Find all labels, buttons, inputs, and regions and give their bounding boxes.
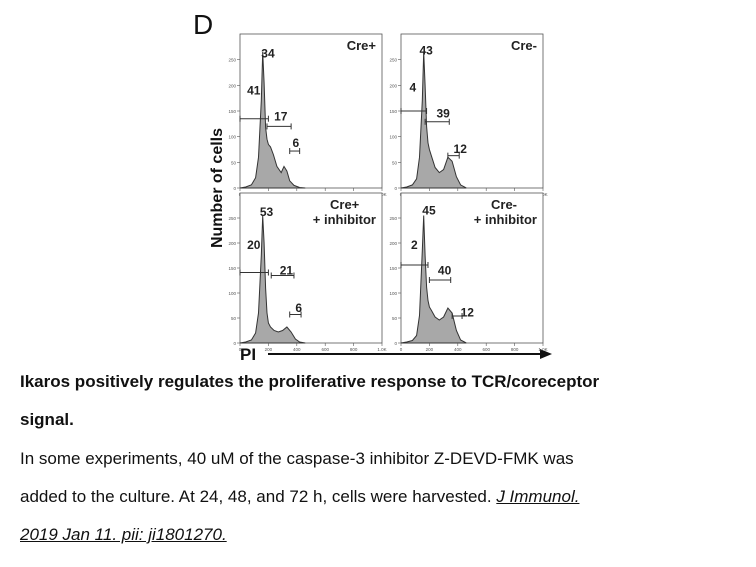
panel-title: Cre-	[511, 38, 537, 53]
gate-percent-label: 2	[411, 238, 418, 252]
y-tick-label: 100	[228, 291, 236, 296]
panel-title-line: Cre-	[511, 38, 537, 53]
gate-percent-label: 34	[261, 46, 275, 60]
y-tick-label: 250	[389, 58, 397, 63]
panel-title-line: + inhibitor	[474, 212, 537, 227]
y-tick-label: 200	[389, 83, 397, 88]
x-axis-arrowhead	[540, 349, 552, 359]
panel-letter: D	[193, 9, 213, 40]
histogram-panels: 05010015020025002004006008001.0KCre+4134…	[228, 33, 548, 352]
citation-link[interactable]: 2019 Jan 11. pii: ji1801270.	[20, 525, 227, 544]
x-tick-label: 0	[239, 347, 242, 352]
caption-body-line: 2019 Jan 11. pii: ji1801270.	[20, 524, 746, 546]
y-tick-label: 0	[394, 341, 397, 346]
panel-title: Cre+	[347, 38, 377, 53]
gate-percent-label: 20	[247, 238, 261, 252]
caption-body-line: added to the culture. At 24, 48, and 72 …	[20, 486, 746, 508]
x-tick-label: 200	[265, 347, 273, 352]
x-tick-label: 800	[350, 347, 358, 352]
y-axis-label: Number of cells	[209, 128, 226, 248]
gate-percent-label: 39	[437, 107, 451, 121]
histogram-area	[239, 51, 306, 189]
x-tick-label: 800	[511, 347, 519, 352]
caption-title-continued: signal.	[20, 410, 74, 429]
y-tick-label: 150	[389, 109, 397, 114]
panel-title: Cre+ + inhibitor	[313, 197, 376, 227]
y-tick-label: 50	[392, 160, 398, 165]
y-tick-label: 150	[228, 266, 236, 271]
y-tick-label: 50	[392, 316, 398, 321]
panel-title-line: Cre+	[347, 38, 377, 53]
gate-percent-label: 12	[461, 306, 475, 320]
x-tick-label: 1.0K	[377, 347, 386, 352]
x-tick-label: 600	[482, 347, 490, 352]
y-tick-label: 250	[228, 216, 236, 221]
gate-percent-label: 6	[293, 136, 300, 150]
x-tick-label: 200	[426, 347, 434, 352]
gate-percent-label: 21	[280, 264, 294, 278]
y-tick-label: 200	[228, 241, 236, 246]
histogram-area	[400, 215, 467, 344]
y-tick-label: 0	[394, 186, 397, 191]
gate-percent-label: 12	[454, 142, 468, 156]
y-tick-label: 50	[231, 160, 237, 165]
histogram-panel: 0 50 100 150 200 250 0 200 400 600 800 1.0K Cre+ + in…	[228, 192, 387, 352]
x-axis-label: PI	[240, 345, 256, 364]
histogram-area	[400, 51, 467, 189]
gate-percent-label: 4	[410, 80, 417, 94]
histogram-panel: 05010015020025002004006008001.0KCre+4134…	[228, 33, 387, 197]
gate-percent-label: 43	[419, 43, 433, 57]
panel-title-line: + inhibitor	[313, 212, 376, 227]
x-tick-label: 0	[400, 347, 403, 352]
y-tick-label: 150	[389, 266, 397, 271]
y-tick-label: 250	[228, 58, 236, 63]
flow-cytometry-figure: D Number of cells PI 0501001502002500200…	[193, 9, 552, 364]
gate-percent-label: 45	[422, 204, 436, 218]
caption-body-text: added to the culture. At 24, 48, and 72 …	[20, 487, 497, 506]
x-tick-label: 1.0K	[538, 347, 547, 352]
y-tick-label: 200	[228, 83, 236, 88]
histogram-area	[239, 215, 306, 344]
x-tick-label: 600	[321, 347, 329, 352]
x-tick-label: 400	[454, 347, 462, 352]
panel-title-line: Cre+	[330, 197, 360, 212]
gate-percent-label: 17	[274, 110, 288, 124]
gate-percent-label: 41	[247, 83, 261, 97]
panel-title: Cre-+ inhibitor	[474, 197, 537, 227]
gate-percent-label: 40	[438, 264, 452, 278]
y-tick-label: 0	[233, 341, 236, 346]
y-tick-label: 200	[389, 241, 397, 246]
histogram-panel: 05010015020025002004006008001.0KCre-4433…	[389, 33, 548, 197]
histogram-panel: 0 50 100 150 200 250 0 200 400 600 800 1.0K Cre-+ in…	[389, 192, 548, 352]
caption-title: Ikaros positively regulates the prolifer…	[20, 372, 600, 391]
panel-title-line: Cre-	[491, 197, 517, 212]
y-tick-label: 100	[389, 135, 397, 140]
y-tick-label: 0	[233, 186, 236, 191]
y-tick-label: 100	[228, 135, 236, 140]
y-tick-label: 250	[389, 216, 397, 221]
citation-link[interactable]: J Immunol.	[496, 487, 580, 506]
y-tick-label: 100	[389, 291, 397, 296]
caption-body-line: In some experiments, 40 uM of the caspas…	[20, 449, 574, 468]
gate-percent-label: 53	[260, 205, 274, 219]
x-tick-label: 400	[293, 347, 301, 352]
y-tick-label: 50	[231, 316, 237, 321]
y-tick-label: 150	[228, 109, 236, 114]
gate-percent-label: 6	[295, 301, 302, 315]
